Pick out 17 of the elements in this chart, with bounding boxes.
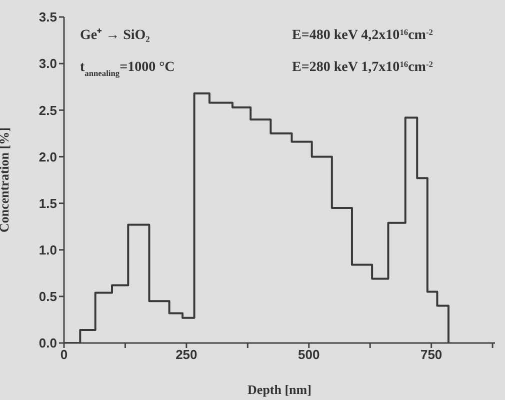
y-tick-label: 2.5: [38, 102, 57, 118]
x-tick-label: 250: [176, 347, 198, 362]
annotation: E=280 keV 1,7x10$^{16}$cm$^{-2}$: [292, 60, 433, 75]
y-tick-label: 2.0: [38, 149, 57, 164]
y-tick-label: 0.0: [38, 336, 57, 351]
x-tick-label: 0: [60, 347, 68, 362]
y-tick-label: 3.5: [38, 10, 57, 25]
x-tick-label: 750: [420, 347, 442, 362]
y-tick-label: 1.5: [38, 196, 57, 211]
y-tick-label: 1.0: [38, 242, 57, 258]
x-tick-label: 500: [298, 347, 320, 362]
x-axis-title: Depth [nm]: [248, 382, 312, 397]
annotation: t$_{annealing}$=1000 °C: [80, 60, 175, 78]
y-tick-label: 3.0: [38, 56, 57, 72]
annotation: E=480 keV 4,2x10$^{16}$cm$^{-2}$: [292, 28, 433, 43]
annotation: Ge⁺ → SiO₂: [80, 28, 150, 43]
y-tick-label: 0.5: [38, 289, 57, 304]
